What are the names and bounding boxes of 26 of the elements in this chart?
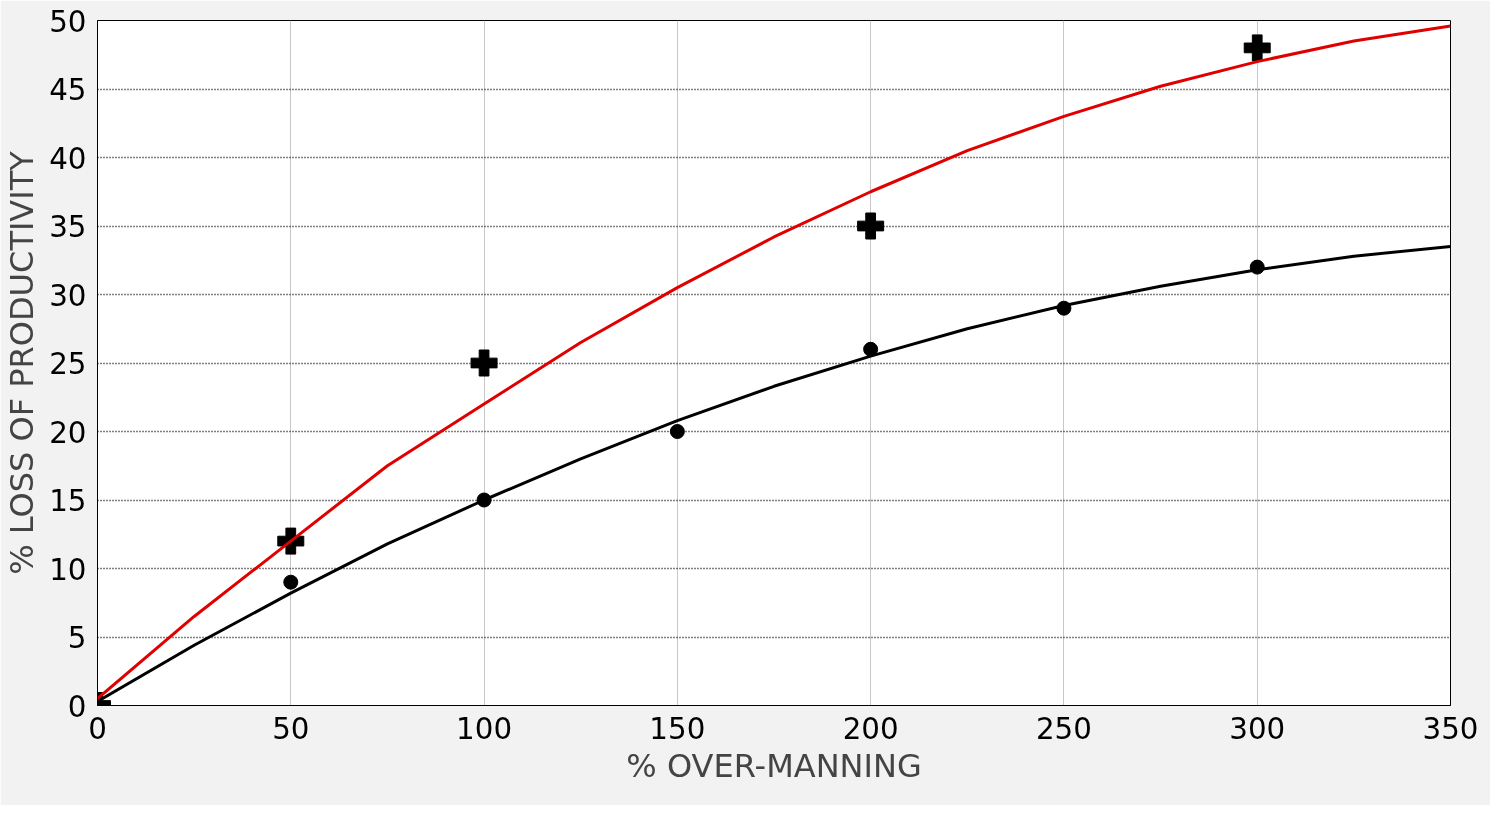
y-tick-label: 45 xyxy=(49,73,87,107)
y-tick-label: 40 xyxy=(49,141,87,176)
x-tick-label: 200 xyxy=(842,711,899,746)
x-tick-label: 350 xyxy=(1422,711,1479,746)
point xyxy=(669,424,685,439)
x-tick-label: 50 xyxy=(272,711,310,746)
x-tick-label: 100 xyxy=(456,711,513,746)
point xyxy=(1243,34,1271,62)
point xyxy=(470,349,498,377)
x-tick-label: 150 xyxy=(649,711,706,746)
point xyxy=(283,574,299,590)
y-tick-label: 10 xyxy=(49,552,87,587)
x-axis-title: % OVER-MANNING xyxy=(626,746,922,785)
x-tick-label: 250 xyxy=(1035,711,1092,746)
y-tick-label: 15 xyxy=(49,484,87,518)
x-tick-label: 300 xyxy=(1229,711,1286,746)
y-axis-title: % LOSS OF PRODUCTIVITY xyxy=(3,150,42,575)
y-tick-label: 0 xyxy=(67,689,87,724)
y-tick-label: 30 xyxy=(49,278,87,313)
y-tick-label: 5 xyxy=(67,621,87,655)
y-tick-label: 25 xyxy=(49,347,87,381)
y-tick-label: 35 xyxy=(49,210,87,244)
y-tick-label: 50 xyxy=(49,4,87,39)
y-tick-label: 20 xyxy=(49,415,87,450)
point xyxy=(863,341,879,357)
point xyxy=(857,212,885,240)
